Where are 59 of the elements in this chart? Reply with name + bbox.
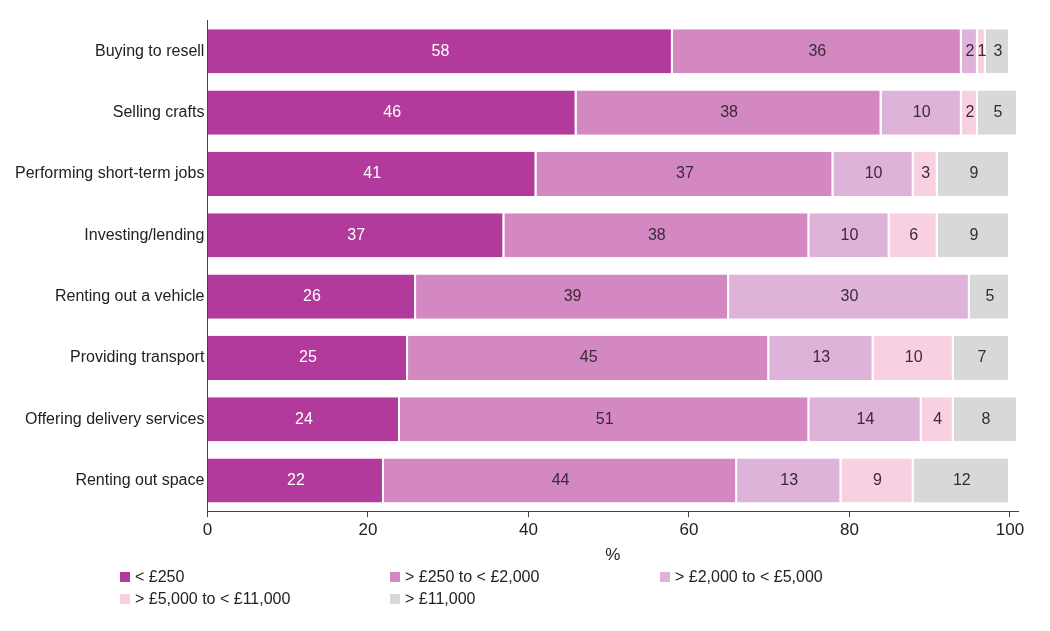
y-tick-label: Renting out a vehicle <box>54 286 205 304</box>
data-label: 46 <box>383 102 402 120</box>
y-tick-label: Selling crafts <box>112 102 205 120</box>
data-label: 30 <box>840 286 859 304</box>
legend-label: > £250 to < £2,000 <box>405 568 540 586</box>
data-label: 5 <box>993 102 1003 120</box>
data-label: 10 <box>840 225 859 243</box>
data-label: 24 <box>295 409 313 427</box>
data-label: 10 <box>912 102 931 120</box>
data-label: 14 <box>856 409 875 427</box>
legend-label: > £5,000 to < £11,000 <box>135 590 291 608</box>
data-label: 1 <box>977 41 987 59</box>
data-label: 45 <box>579 348 598 366</box>
data-label: 13 <box>812 348 831 366</box>
data-label: 2 <box>965 41 975 59</box>
data-label: 9 <box>969 164 979 182</box>
data-label: 13 <box>780 470 799 488</box>
data-label: 10 <box>904 348 923 366</box>
data-label: 3 <box>921 164 931 182</box>
data-label: 51 <box>595 409 614 427</box>
data-label: 12 <box>952 470 971 488</box>
y-tick-label: Performing short-term jobs <box>15 164 205 182</box>
data-label: 22 <box>287 470 305 488</box>
data-label: 8 <box>981 409 991 427</box>
x-tick-label: 0 <box>202 520 213 540</box>
data-label: 44 <box>551 470 570 488</box>
data-label: 7 <box>977 348 987 366</box>
data-label: 41 <box>363 164 382 182</box>
data-label: 2 <box>965 102 975 120</box>
x-tick-label: 40 <box>518 520 538 540</box>
x-tick-label: 60 <box>679 520 699 540</box>
data-label: 4 <box>933 409 943 427</box>
data-label: 38 <box>720 102 739 120</box>
data-label: 10 <box>864 164 883 182</box>
data-label: 3 <box>993 41 1003 59</box>
data-label: 37 <box>347 225 366 243</box>
y-tick-label: Investing/lending <box>84 225 205 243</box>
data-label: 25 <box>299 348 317 366</box>
data-label: 58 <box>431 41 450 59</box>
data-label: 37 <box>676 164 694 182</box>
data-label: 36 <box>808 41 827 59</box>
y-tick-label: Offering delivery services <box>25 409 205 427</box>
data-label: 9 <box>969 225 979 243</box>
data-label: 9 <box>873 470 883 488</box>
data-label: 26 <box>303 286 321 304</box>
y-tick-label: Buying to resell <box>95 41 205 59</box>
x-tick-label: 80 <box>840 520 859 540</box>
x-tick-label: 100 <box>995 520 1025 540</box>
data-label: 5 <box>985 286 995 304</box>
data-label: 38 <box>647 225 666 243</box>
data-label: 6 <box>909 225 919 243</box>
x-tick-label: 20 <box>358 520 378 540</box>
legend-label: > £2,000 to < £5,000 <box>675 568 823 586</box>
x-axis-title: % <box>605 545 621 565</box>
data-label: 39 <box>563 286 582 304</box>
legend-label: < £250 <box>135 568 185 586</box>
y-tick-label: Renting out space <box>75 470 205 488</box>
y-tick-label: Providing transport <box>70 348 205 366</box>
legend-label: > £11,000 <box>405 590 476 608</box>
